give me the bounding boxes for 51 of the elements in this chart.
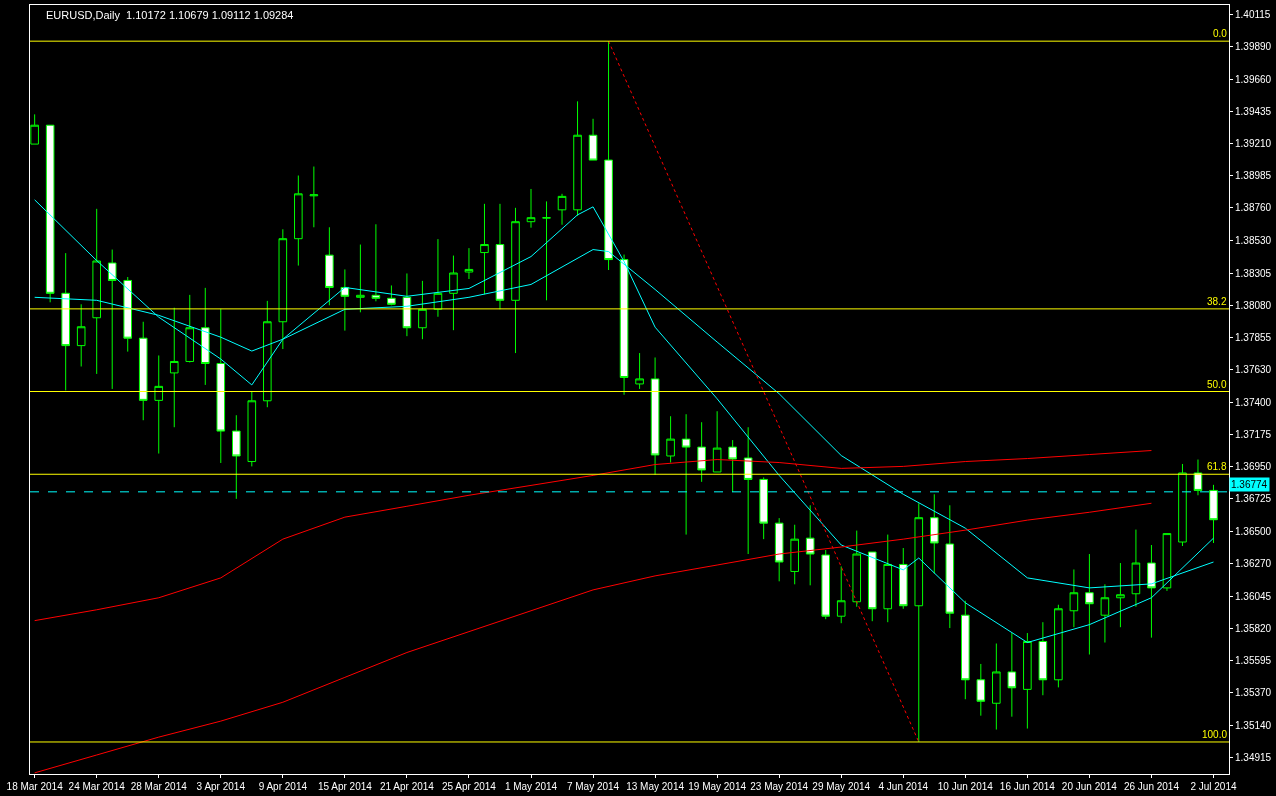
annotation: 50.0 — [1207, 379, 1227, 390]
x-tick-label: 2 Jul 2014 — [1190, 781, 1237, 792]
annotation: 100.0 — [1202, 729, 1228, 740]
y-tick-label: 1.36270 — [1235, 558, 1272, 570]
y-tick-label: 1.36045 — [1235, 590, 1272, 602]
y-tick-label: 1.40115 — [1235, 8, 1271, 20]
x-tick-label: 3 Apr 2014 — [196, 781, 246, 792]
y-tick-label: 1.39210 — [1235, 138, 1272, 150]
x-tick-label: 19 May 2014 — [688, 781, 747, 792]
y-tick-label: 1.37855 — [1235, 331, 1272, 343]
y-tick-label: 1.35595 — [1235, 654, 1272, 666]
x-tick-label: 26 Jun 2014 — [1123, 781, 1180, 792]
y-tick-label: 1.36500 — [1235, 525, 1272, 537]
x-tick-label: 13 May 2014 — [626, 781, 685, 792]
x-tick-label: 23 May 2014 — [750, 781, 809, 792]
ref-line-label: 1.36774 — [1231, 479, 1268, 490]
x-tick-label: 16 Jun 2014 — [999, 781, 1056, 792]
x-tick-label: 20 Jun 2014 — [1061, 781, 1118, 792]
y-tick-label: 1.34915 — [1235, 752, 1272, 764]
annotation: 61.8 — [1207, 461, 1227, 472]
x-tick-label: 29 May 2014 — [812, 781, 871, 792]
y-tick-label: 1.37400 — [1235, 396, 1272, 408]
x-tick-label: 21 Apr 2014 — [379, 781, 435, 792]
x-tick-label: 24 Mar 2014 — [68, 781, 126, 792]
annotation: 0.0 — [1213, 28, 1228, 39]
x-tick-label: 10 Jun 2014 — [937, 781, 994, 792]
y-tick-label: 1.37175 — [1235, 429, 1272, 441]
x-tick-label: 25 Apr 2014 — [441, 781, 497, 792]
y-tick-label: 1.38985 — [1235, 170, 1272, 182]
y-tick-label: 1.39890 — [1235, 40, 1272, 52]
y-tick-label: 1.38760 — [1235, 202, 1272, 214]
x-tick-label: 28 Mar 2014 — [130, 781, 188, 792]
y-tick-label: 1.35370 — [1235, 687, 1272, 699]
x-tick-label: 4 Jun 2014 — [878, 781, 929, 792]
y-tick-label: 1.38305 — [1235, 267, 1272, 279]
chart-title: EURUSD,Daily 1.10172 1.10679 1.09112 1.09284 — [46, 9, 294, 21]
y-tick-label: 1.35820 — [1235, 622, 1272, 634]
x-tick-label: 7 May 2014 — [566, 781, 620, 792]
y-tick-label: 1.39660 — [1235, 73, 1272, 85]
x-tick-label: 9 Apr 2014 — [258, 781, 308, 792]
y-tick-label: 1.39435 — [1235, 105, 1272, 117]
y-tick-label: 1.37630 — [1235, 363, 1272, 375]
y-tick-label: 1.38080 — [1235, 299, 1272, 311]
x-tick-label: 1 May 2014 — [504, 781, 558, 792]
y-tick-label: 1.36950 — [1235, 461, 1272, 473]
annotation: 38.2 — [1207, 296, 1227, 307]
x-tick-label: 15 Apr 2014 — [317, 781, 373, 792]
y-tick-label: 1.38530 — [1235, 235, 1272, 247]
x-tick-label: 18 Mar 2014 — [6, 781, 64, 792]
y-tick-label: 1.36725 — [1235, 493, 1272, 505]
y-tick-label: 1.35140 — [1235, 719, 1272, 731]
